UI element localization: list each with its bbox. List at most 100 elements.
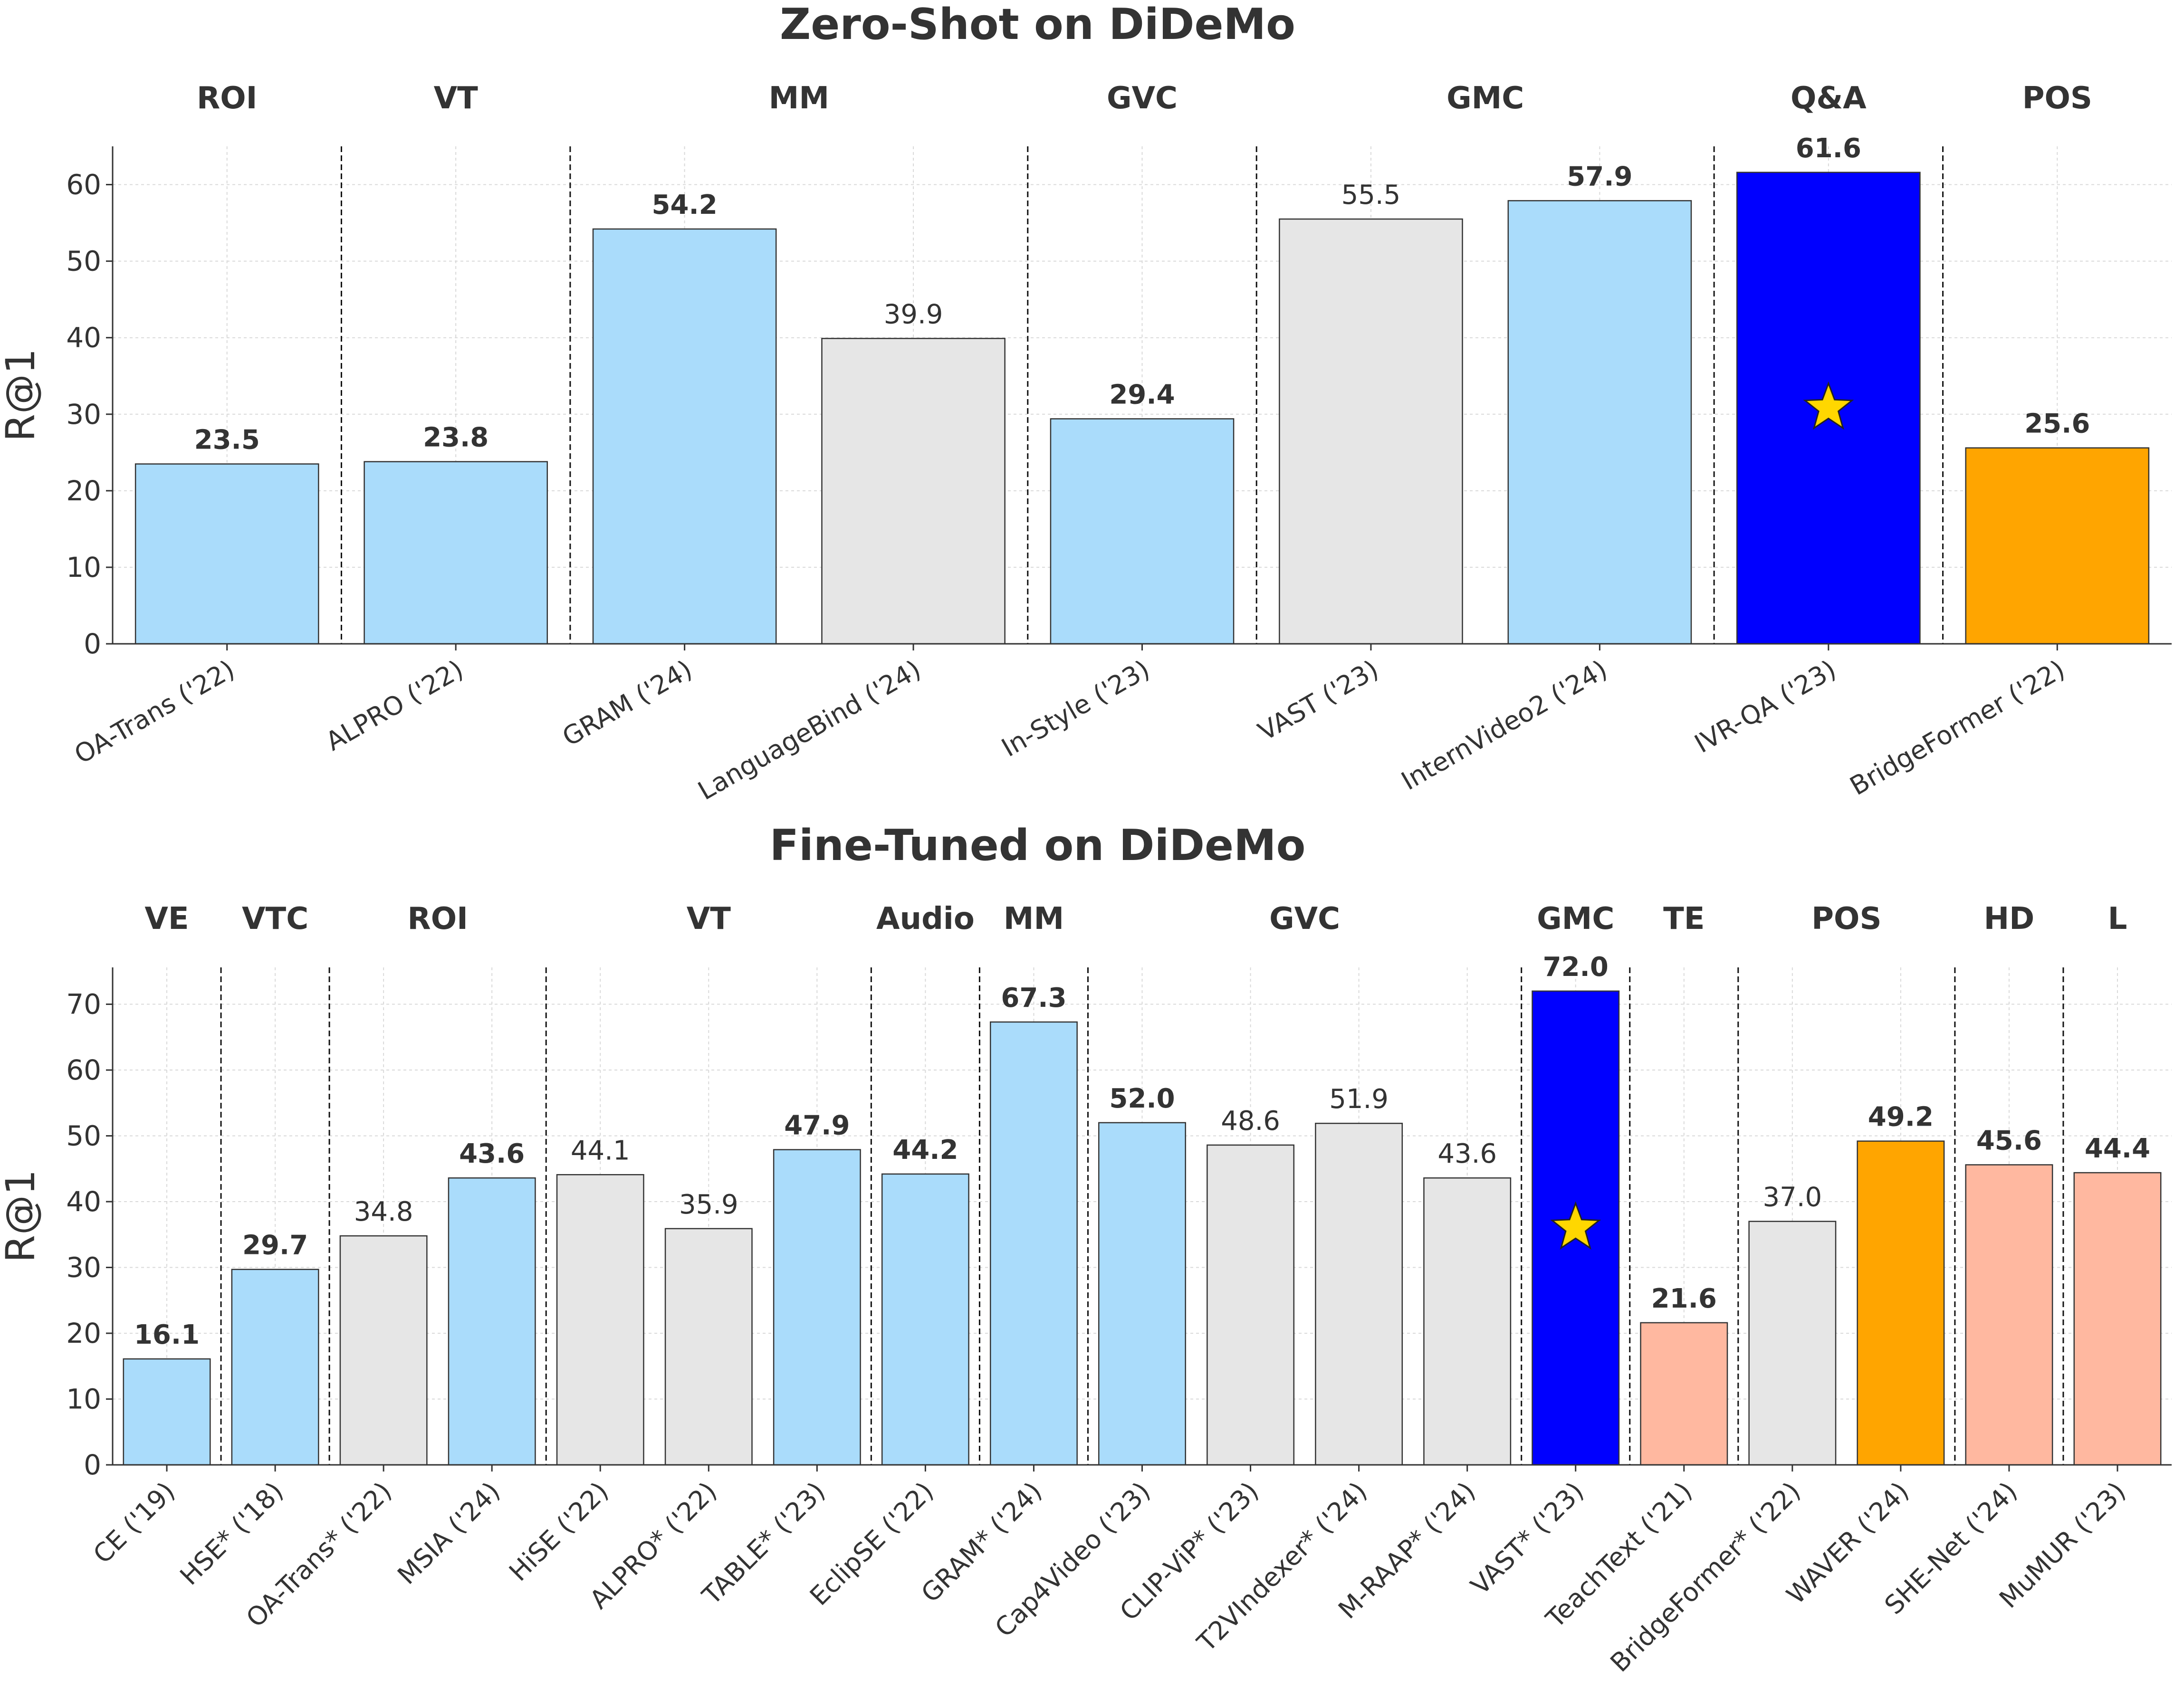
ft-group-label: GVC (1269, 901, 1340, 937)
ft-bar-value-label: 67.3 (1001, 983, 1066, 1013)
ft-x-tick-label: HiSE ('22) (503, 1476, 614, 1587)
zs-y-tick-label: 30 (66, 398, 101, 430)
zs-bar-value-label: 57.9 (1567, 161, 1632, 192)
ft-bar (1748, 1221, 1837, 1466)
ft-bar (556, 1174, 644, 1466)
zs-y-axis-label: R@1 (0, 349, 44, 442)
zs-bar-value-label: 61.6 (1796, 133, 1861, 164)
zs-x-tick-label: BridgeFormer ('22) (1845, 654, 2069, 802)
ft-bar-value-label: 37.0 (1763, 1182, 1822, 1213)
ft-bar-value-label: 43.6 (459, 1138, 525, 1169)
ft-bar (989, 1021, 1078, 1466)
ft-group-label: MM (1004, 901, 1064, 937)
ft-bar-value-label: 35.9 (679, 1189, 738, 1220)
zs-bar-value-label: 25.6 (2024, 409, 2090, 440)
zs-x-tick-label: InternVideo2 ('24) (1396, 654, 1612, 796)
zs-bar (364, 461, 548, 645)
ft-bar (1098, 1122, 1186, 1466)
ft-y-tick-label: 70 (66, 988, 101, 1021)
zero-shot-chart: Zero-Shot on DiDeMo R@1 0 10 20 30 40 50 60 ROI VT… (0, 0, 2172, 806)
ft-bar (664, 1228, 753, 1466)
ft-bar-value-label: 44.1 (571, 1135, 630, 1166)
zs-group-label: Q&A (1791, 81, 1867, 116)
zs-group-label: ROI (197, 81, 258, 116)
ft-group-label: ROI (407, 901, 468, 937)
ft-bar-value-label: 51.9 (1329, 1084, 1389, 1115)
zs-x-tick-label: In-Style ('23) (996, 654, 1155, 763)
ft-bar (1315, 1122, 1403, 1466)
ft-bar-value-label: 45.6 (1976, 1125, 2042, 1156)
zs-x-tick-label: ALPRO ('22) (321, 654, 469, 757)
ft-bar (1965, 1164, 2053, 1466)
ft-bar-value-label: 49.2 (1868, 1102, 1934, 1133)
ft-y-tick-label: 60 (66, 1054, 101, 1086)
fine-tuned-chart: Fine-Tuned on DiDeMo R@1 0 10 20 30 40 50 60 70 VE… (0, 821, 2172, 1678)
zs-y-tick-label: 40 (66, 322, 101, 354)
zs-bar-value-label: 55.5 (1341, 180, 1401, 210)
ft-group-label: L (2108, 901, 2127, 937)
ft-chart-title: Fine-Tuned on DiDeMo (770, 821, 1306, 870)
zs-group-label: MM (769, 81, 829, 116)
ft-bar (1640, 1322, 1728, 1466)
zs-bar (592, 228, 777, 645)
ft-group-label: VE (144, 901, 189, 937)
zs-y-tick-label: 10 (66, 551, 101, 583)
ft-group-label: TE (1663, 901, 1705, 937)
ft-group-label: POS (1811, 901, 1881, 937)
zs-bar (1507, 200, 1692, 645)
zs-group-label: GMC (1446, 81, 1524, 116)
ft-bar (881, 1173, 969, 1466)
ft-x-tick-label: HSE* ('18) (174, 1476, 289, 1591)
zs-x-tick-label: LanguageBind ('24) (693, 654, 926, 806)
ft-group-label: VT (687, 901, 731, 937)
ft-y-tick-label: 50 (66, 1120, 101, 1152)
ft-bar-value-label: 52.0 (1109, 1083, 1175, 1114)
ft-group-label: GMC (1537, 901, 1614, 937)
zs-y-tick-label: 50 (66, 245, 101, 277)
zs-x-tick-label: GRAM ('24) (557, 654, 697, 752)
ft-y-tick-label: 20 (66, 1317, 101, 1349)
zs-x-tick-label: VAST ('23) (1253, 654, 1383, 747)
zs-bar (1050, 418, 1235, 645)
zs-bar-value-label: 54.2 (652, 190, 718, 220)
zs-x-tick-label: IVR-QA ('23) (1689, 654, 1841, 759)
ft-group-label: HD (1984, 901, 2035, 937)
zs-y-tick-label: 60 (66, 169, 101, 201)
ft-bar (773, 1149, 861, 1466)
zs-chart-title: Zero-Shot on DiDeMo (780, 0, 1295, 49)
ft-bar-value-label: 44.2 (892, 1135, 958, 1166)
ft-bar (1857, 1140, 1945, 1466)
zs-y-tick-label: 20 (66, 475, 101, 507)
ft-bar-value-label: 72.0 (1543, 952, 1609, 983)
ft-bar (339, 1235, 428, 1466)
ft-x-tick-label: MSIA ('24) (392, 1476, 506, 1590)
zs-y-tick-label: 0 (84, 628, 101, 660)
ft-bar-value-label: 47.9 (784, 1110, 850, 1141)
ft-bar (231, 1269, 319, 1466)
ft-group-label: Audio (876, 901, 975, 937)
zs-group-label: GVC (1107, 81, 1178, 116)
zs-bar-value-label: 23.8 (423, 422, 489, 453)
zs-group-label: POS (2022, 81, 2092, 116)
ft-bar (1423, 1177, 1512, 1466)
ft-bar (448, 1177, 536, 1466)
ft-bar (1207, 1144, 1295, 1466)
ft-bar-value-label: 34.8 (354, 1196, 413, 1227)
ft-bar (123, 1358, 211, 1466)
zs-bar-value-label: 23.5 (194, 424, 260, 455)
star-icon (1803, 381, 1854, 430)
zs-group-label: VT (434, 81, 479, 116)
star-icon (1550, 1201, 1601, 1250)
ft-y-axis-label: R@1 (0, 1170, 44, 1263)
ft-y-tick-label: 0 (84, 1449, 101, 1481)
ft-bar-value-label: 29.7 (242, 1230, 308, 1261)
ft-y-tick-label: 30 (66, 1252, 101, 1284)
zs-bar (134, 463, 319, 645)
zs-x-tick-label: OA-Trans ('22) (69, 654, 239, 770)
ft-bar-value-label: 21.6 (1651, 1283, 1717, 1314)
ft-bar-value-label: 44.4 (2085, 1133, 2150, 1164)
ft-y-tick-label: 40 (66, 1185, 101, 1218)
ft-bar-value-label: 43.6 (1437, 1138, 1497, 1169)
ft-bar (2073, 1172, 2162, 1466)
